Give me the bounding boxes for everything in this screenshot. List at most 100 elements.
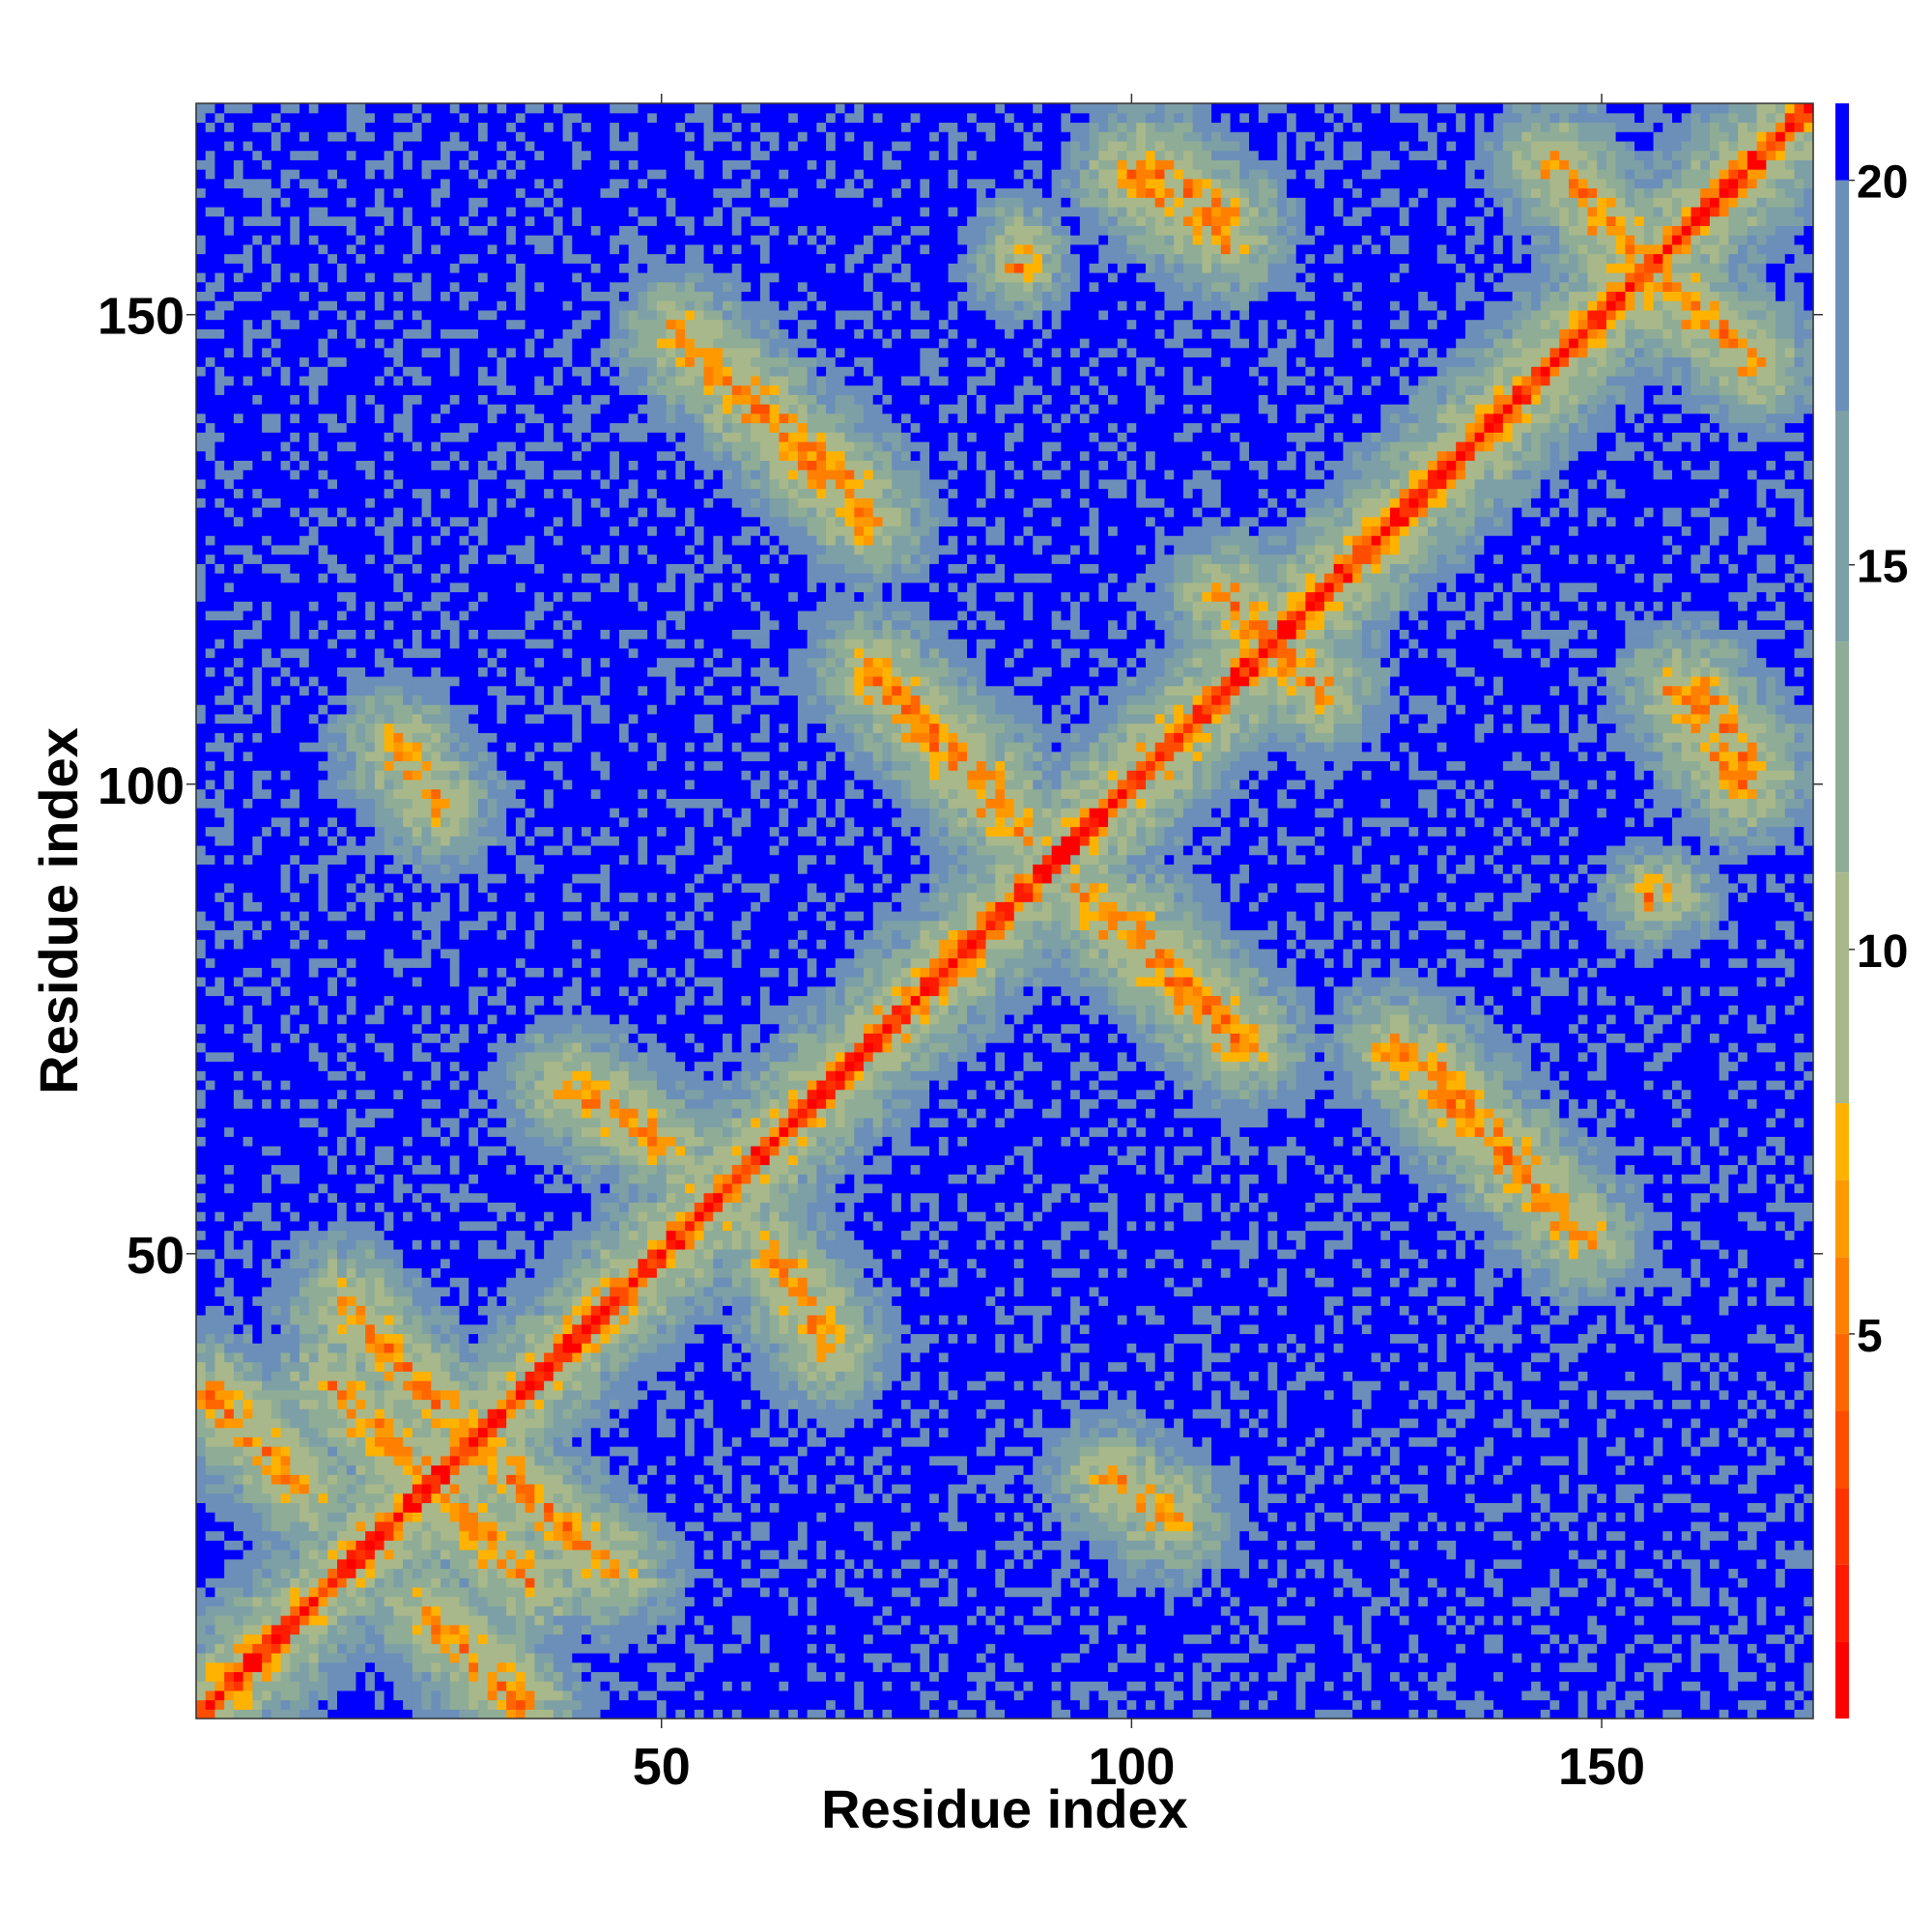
heatmap-cell: [196, 535, 207, 546]
heatmap-cell: [299, 844, 310, 856]
heatmap-cell: [459, 1146, 469, 1156]
heatmap-cell: [290, 1361, 300, 1372]
heatmap-cell: [262, 1230, 272, 1240]
heatmap-cell: [365, 1643, 376, 1654]
heatmap-cell: [318, 854, 328, 865]
heatmap-cell: [440, 1089, 451, 1100]
heatmap-cell: [270, 1239, 282, 1250]
heatmap-cell: [205, 375, 216, 386]
heatmap-cell: [299, 225, 310, 236]
heatmap-cell: [214, 1108, 225, 1119]
heatmap-cell: [346, 967, 357, 978]
heatmap-cell: [412, 1182, 423, 1194]
heatmap-cell: [224, 1643, 235, 1654]
heatmap-cell: [336, 816, 348, 828]
heatmap-cell: [280, 1211, 291, 1222]
heatmap-cell: [242, 187, 253, 198]
heatmap-cell: [214, 770, 225, 781]
heatmap-cell: [336, 1389, 348, 1401]
heatmap-cell: [299, 1182, 310, 1194]
heatmap-cell: [318, 1154, 328, 1166]
heatmap-cell: [224, 1446, 235, 1457]
heatmap-cell: [196, 507, 207, 518]
heatmap-cell: [374, 695, 385, 705]
heatmap-cell: [299, 1295, 310, 1306]
heatmap-cell: [233, 225, 244, 236]
heatmap-cell: [336, 450, 348, 461]
heatmap-cell: [336, 573, 348, 583]
heatmap-cell: [308, 328, 320, 339]
heatmap-cell: [270, 1343, 282, 1353]
heatmap-cell: [224, 131, 235, 142]
heatmap-cell: [459, 235, 469, 245]
heatmap-cell: [440, 544, 451, 555]
heatmap-cell: [318, 1117, 328, 1128]
heatmap-cell: [196, 281, 207, 293]
heatmap-cell: [205, 281, 216, 293]
heatmap-cell: [412, 1371, 423, 1381]
heatmap-cell: [327, 150, 338, 160]
heatmap-cell: [449, 1164, 461, 1175]
heatmap-cell: [384, 169, 394, 180]
heatmap-cell: [355, 253, 366, 264]
heatmap-cell: [196, 929, 207, 940]
heatmap-cell: [327, 1605, 338, 1616]
heatmap-cell: [205, 967, 216, 978]
heatmap-cell: [431, 779, 441, 790]
heatmap-cell: [440, 1277, 451, 1288]
heatmap-cell: [280, 939, 291, 950]
heatmap-cell: [374, 535, 385, 546]
heatmap-cell: [412, 901, 423, 912]
heatmap-cell: [355, 826, 366, 837]
heatmap-cell: [440, 601, 451, 611]
heatmap-cell: [224, 319, 235, 329]
heatmap-cell: [393, 1182, 404, 1194]
heatmap-cell: [290, 1117, 300, 1128]
heatmap-cell: [214, 338, 225, 349]
heatmap-cell: [374, 1248, 385, 1260]
heatmap-cell: [449, 347, 461, 358]
heatmap-cell: [403, 243, 413, 255]
heatmap-cell: [224, 347, 235, 358]
heatmap-cell: [459, 1492, 469, 1504]
heatmap-cell: [431, 103, 441, 114]
heatmap-cell: [384, 920, 394, 931]
heatmap-cell: [214, 1154, 225, 1166]
heatmap-cell: [280, 169, 291, 180]
heatmap-cell: [290, 1634, 300, 1644]
heatmap-cell: [318, 1540, 328, 1550]
heatmap-cell: [459, 1540, 469, 1550]
heatmap-cell: [242, 1230, 253, 1240]
heatmap-cell: [299, 619, 310, 630]
heatmap-cell: [270, 366, 282, 377]
heatmap-cell: [196, 1399, 207, 1409]
heatmap-cell: [214, 1136, 225, 1147]
heatmap-cell: [336, 1202, 348, 1212]
heatmap-cell: [403, 1182, 413, 1194]
heatmap-cell: [449, 1295, 461, 1306]
heatmap-cell: [384, 836, 394, 846]
heatmap-cell: [224, 122, 235, 132]
heatmap-cell: [412, 1164, 423, 1175]
heatmap-cell: [233, 1371, 244, 1381]
heatmap-cell: [262, 657, 272, 668]
heatmap-cell: [327, 497, 338, 508]
heatmap-cell: [214, 798, 225, 809]
heatmap-cell: [403, 1192, 413, 1203]
heatmap-cell: [327, 826, 338, 837]
heatmap-cell: [214, 309, 225, 321]
heatmap-cell: [440, 619, 451, 630]
heatmap-cell: [327, 112, 338, 124]
heatmap-cell: [384, 554, 394, 564]
heatmap-cell: [440, 1098, 451, 1109]
heatmap-cell: [374, 1540, 385, 1550]
heatmap-cell: [318, 1690, 328, 1701]
heatmap-cell: [270, 197, 282, 208]
heatmap-cell: [280, 1408, 291, 1419]
heatmap-cell: [440, 610, 451, 621]
heatmap-cell: [393, 751, 404, 762]
heatmap-cell: [205, 1568, 216, 1578]
heatmap-cell: [224, 440, 235, 452]
heatmap-cell: [431, 432, 441, 442]
heatmap-cell: [262, 526, 272, 536]
